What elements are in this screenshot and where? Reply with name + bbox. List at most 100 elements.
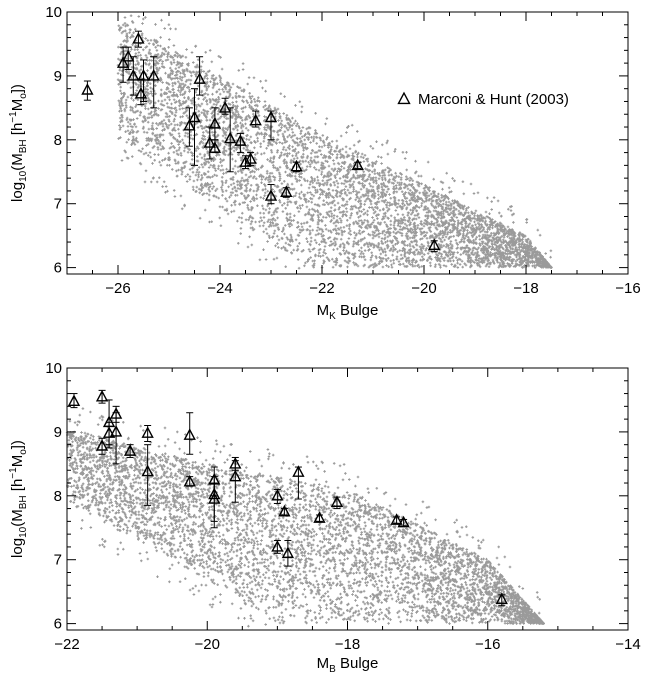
observed-point-8	[183, 118, 196, 131]
axis-ticks	[66, 11, 629, 274]
observed-point-13	[208, 116, 222, 129]
x-axis-label: MB Bulge	[317, 655, 379, 674]
observed-point-5	[134, 86, 148, 99]
observed-point-11	[203, 136, 216, 148]
observed-point-2	[122, 49, 135, 62]
observed-point-25	[428, 238, 441, 250]
x-tick-label: −22	[309, 280, 334, 297]
observed-point-19	[278, 504, 291, 517]
x-tick-label: −20	[195, 636, 220, 653]
observed-point-6	[137, 69, 150, 81]
observed-point-0	[81, 83, 94, 95]
observed-point-13	[208, 487, 221, 500]
axis-ticks	[66, 367, 629, 630]
error-bar	[315, 514, 323, 522]
observed-point-18	[271, 540, 284, 552]
y-tick-label: 10	[45, 360, 62, 377]
observed-point-0	[67, 394, 81, 406]
observed-point-4	[102, 426, 116, 438]
observed-point-8	[141, 426, 154, 438]
mk-panel: −26 −24 −22 −20 −18 −16 6 7 8 9 10 MK Bulge log10(…	[8, 4, 641, 322]
observed-point-6	[109, 425, 123, 437]
observed-point-10	[183, 474, 196, 487]
observed-point-1	[95, 389, 109, 402]
plot-frame	[66, 11, 629, 275]
observed-point-2	[95, 439, 109, 451]
observed-point-22	[280, 185, 293, 197]
model-points	[116, 14, 553, 270]
error-bar	[186, 412, 194, 455]
observed-point-14	[208, 492, 221, 504]
observed-point-20	[264, 110, 278, 123]
observed-point-11	[183, 428, 196, 440]
y-tick-label: 6	[54, 616, 62, 633]
observed-markers	[67, 389, 508, 605]
error-bar	[112, 412, 120, 465]
observed-point-21	[292, 465, 305, 477]
observed-point-17	[239, 155, 252, 167]
error-bar	[211, 107, 219, 141]
y-tick-label: 8	[54, 488, 62, 505]
y-tick-label: 9	[54, 424, 62, 441]
observed-markers	[81, 31, 441, 250]
error-bar	[185, 107, 193, 147]
observed-point-14	[218, 100, 232, 113]
legend-triangle-marker	[397, 91, 411, 105]
y-axis-label: log10(MBH [h−1Mo])	[8, 440, 29, 558]
y-tick-label: 10	[45, 4, 62, 21]
observed-point-10	[193, 72, 206, 84]
x-tick-label: −18	[335, 636, 360, 653]
y-tick-label: 8	[54, 132, 62, 149]
observed-point-12	[208, 141, 222, 153]
observed-point-7	[147, 69, 160, 81]
error-bar	[196, 56, 204, 96]
observed-point-22	[313, 511, 326, 523]
observed-point-15	[224, 131, 237, 144]
error-bar	[191, 88, 198, 166]
observed-point-3	[127, 69, 140, 81]
x-tick-label: −20	[411, 280, 436, 297]
observed-point-16	[234, 134, 247, 146]
error-bar	[393, 516, 401, 524]
observed-point-4	[132, 31, 145, 44]
observed-point-5	[109, 407, 123, 419]
model-points	[65, 407, 545, 628]
x-tick-label: −22	[54, 636, 79, 653]
x-tick-label: −16	[475, 636, 500, 653]
observed-point-26	[495, 592, 508, 605]
y-tick-label: 6	[54, 260, 62, 277]
observed-point-16	[229, 469, 242, 482]
mb-panel: −22 −20 −18 −16 −14 6 7 8 9 10 MB Bulge log10(MBH…	[8, 360, 641, 674]
observed-point-24	[390, 513, 403, 525]
observed-point-18	[244, 152, 257, 164]
observed-point-24	[351, 158, 364, 171]
observed-point-19	[249, 113, 262, 126]
error-bar	[150, 56, 158, 109]
y-axis-label: log10(MBH [h−1Mo])	[8, 84, 29, 202]
x-tick-label: −16	[615, 280, 640, 297]
model-cloud	[116, 14, 553, 270]
observed-point-9	[141, 464, 154, 477]
y-tick-label: 7	[54, 196, 62, 213]
x-tick-label: −14	[615, 636, 640, 653]
x-tick-label: −26	[105, 280, 130, 297]
observed-point-1	[116, 56, 130, 68]
y-tick-label: 9	[54, 68, 62, 85]
y-tick-label: 7	[54, 552, 62, 569]
error-bar	[354, 161, 362, 170]
observed-point-23	[290, 159, 303, 172]
x-tick-label: −18	[513, 280, 538, 297]
x-tick-label: −24	[207, 280, 232, 297]
observed-point-23	[330, 495, 344, 507]
observed-point-17	[271, 488, 284, 501]
legend-label: Marconi & Hunt (2003)	[418, 91, 569, 108]
observed-point-20	[281, 546, 295, 559]
observed-point-9	[188, 110, 201, 123]
tick-labels: −26 −24 −22 −20 −18 −16 6 7 8 9 10	[45, 4, 640, 297]
x-axis-label: MK Bulge	[317, 302, 379, 322]
observed-point-12	[208, 472, 221, 485]
observed-point-15	[229, 456, 242, 469]
observed-point-7	[123, 444, 137, 456]
observed-point-21	[264, 189, 278, 201]
